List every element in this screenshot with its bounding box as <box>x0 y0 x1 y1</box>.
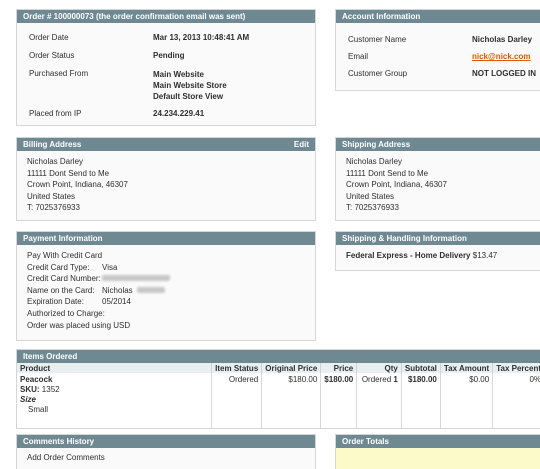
billing-street: 11111 Dont Send to Me <box>27 168 110 178</box>
shipping-method-price: $13.47 <box>472 251 498 260</box>
shipping-phone: T: 7025376933 <box>346 203 399 212</box>
order-totals-title: Order Totals <box>336 435 540 448</box>
authorized-label: Authorized to Charge: <box>27 308 105 318</box>
shipping-address-box: Shipping Address Nicholas Darley 11111 D… <box>335 137 540 221</box>
card-surname-redacted <box>137 286 165 293</box>
comments-history-body: Add Order Comments <box>17 448 315 467</box>
customer-group-label: Customer Group <box>348 69 408 78</box>
col-qty: Qty <box>356 363 402 373</box>
shipping-handling-title: Shipping & Handling Information <box>336 232 540 245</box>
col-tax-percent: Tax Percent <box>492 363 540 373</box>
shipping-method-name: Federal Express - Home Delivery <box>346 251 471 260</box>
card-type-label: Credit Card Type: <box>27 262 90 272</box>
customer-name-value: Nicholas Darley <box>472 35 533 44</box>
billing-city: Crown Point, Indiana, 46307 <box>27 180 128 189</box>
col-subtotal: Subtotal <box>401 363 441 373</box>
currency-note: Order was placed using USD <box>27 320 131 330</box>
account-info-title: Account Information <box>336 10 540 23</box>
email-label: Email <box>348 52 369 61</box>
billing-address-header: Billing Address Edit <box>17 138 315 151</box>
item-tax-percent-cell: 0% <box>492 373 540 428</box>
billing-address-body: Nicholas Darley 11111 Dont Send to Me Cr… <box>17 151 315 219</box>
comments-history-box: Comments History Add Order Comments <box>16 434 316 469</box>
items-ordered-title: Items Ordered <box>17 350 540 363</box>
order-info-box: Order # 100000073 (the order confirmatio… <box>16 9 316 126</box>
card-type-value: Visa <box>102 262 118 272</box>
billing-phone: T: 7025376933 <box>27 203 80 212</box>
col-product: Product <box>17 363 213 373</box>
expiration-row: Expiration Date: 05/2014 <box>27 296 305 308</box>
order-date-label: Order Date <box>29 33 69 42</box>
shipping-country: United States <box>346 191 395 201</box>
item-price-cell: $180.00 <box>320 373 358 428</box>
shipping-address-body: Nicholas Darley 11111 Dont Send to Me Cr… <box>336 151 540 219</box>
card-number-row: Credit Card Number: <box>27 273 305 285</box>
payment-info-title: Payment Information <box>17 232 315 245</box>
expiration-label: Expiration Date: <box>27 297 84 307</box>
order-info-title: Order # 100000073 (the order confirmatio… <box>17 10 315 23</box>
card-type-row: Credit Card Type: Visa <box>27 262 305 274</box>
card-name-label: Name on the Card: <box>27 285 95 295</box>
item-option-label: Size <box>20 395 37 404</box>
item-subtotal-cell: $180.00 <box>401 373 441 428</box>
shipping-city: Crown Point, Indiana, 46307 <box>346 180 447 189</box>
shipping-handling-body: Federal Express - Home Delivery $13.47 <box>336 245 540 266</box>
shipping-name: Nicholas Darley <box>346 157 403 166</box>
billing-name: Nicholas Darley <box>27 157 84 166</box>
add-order-comments-label: Add Order Comments <box>27 453 105 462</box>
customer-group-value: NOT LOGGED IN <box>472 69 536 78</box>
billing-edit-link[interactable]: Edit <box>293 140 309 149</box>
billing-address-title: Billing Address <box>23 140 82 149</box>
col-item-status: Item Status <box>211 363 263 373</box>
placed-ip-value: 24.234.229.41 <box>153 109 205 118</box>
card-number-label: Credit Card Number: <box>27 274 101 284</box>
item-option-value: Small <box>28 405 49 414</box>
email-link[interactable]: nick@nick.com <box>472 52 531 61</box>
shipping-handling-box: Shipping & Handling Information Federal … <box>335 231 540 271</box>
order-status-label: Order Status <box>29 51 75 60</box>
col-price: Price <box>320 363 358 373</box>
col-tax-amount: Tax Amount <box>440 363 494 373</box>
shipping-address-title: Shipping Address <box>336 138 540 151</box>
order-date-value: Mar 13, 2013 10:48:41 AM <box>153 33 250 42</box>
placed-ip-label: Placed from IP <box>29 109 82 118</box>
purchased-from-label: Purchased From <box>29 69 89 78</box>
item-original-price-cell: $180.00 <box>261 373 322 428</box>
expiration-value: 05/2014 <box>102 297 131 307</box>
payment-info-body: Pay With Credit Card Credit Card Type: V… <box>17 245 315 336</box>
items-table-header: Product Item Status Original Price Price… <box>17 363 540 373</box>
card-name-value: Nicholas <box>102 285 133 295</box>
card-name-row: Name on the Card: Nicholas <box>27 285 305 297</box>
col-original-price: Original Price <box>261 363 322 373</box>
order-status-value: Pending <box>153 51 185 60</box>
item-tax-amount-cell: $0.00 <box>440 373 494 428</box>
payment-info-box: Payment Information Pay With Credit Card… <box>16 231 316 341</box>
customer-name-label: Customer Name <box>348 35 407 44</box>
payment-method: Pay With Credit Card <box>27 251 103 260</box>
authorized-row: Authorized to Charge: <box>27 308 305 320</box>
items-ordered-box: Items Ordered Product Item Status Origin… <box>16 349 540 429</box>
order-totals-box: Order Totals <box>335 434 540 469</box>
purchased-from-value: Main Website Main Website Store Default … <box>153 70 227 101</box>
items-table: Product Item Status Original Price Price… <box>17 363 540 428</box>
item-sku: SKU: 1352 <box>20 385 60 394</box>
item-product-cell: Peacock SKU: 1352 Size Small <box>17 373 213 428</box>
shipping-street: 11111 Dont Send to Me <box>346 168 429 178</box>
billing-country: United States <box>27 191 76 201</box>
card-number-redacted <box>102 275 170 282</box>
billing-address-box: Billing Address Edit Nicholas Darley 111… <box>16 137 316 221</box>
table-row: Peacock SKU: 1352 Size Small Ordered $18… <box>17 373 540 428</box>
comments-history-title: Comments History <box>17 435 315 448</box>
item-product-name: Peacock <box>20 375 53 384</box>
account-info-box: Account Information Customer Name Nichol… <box>335 9 540 91</box>
item-status-cell: Ordered <box>211 373 263 428</box>
item-qty-cell: Ordered 1 <box>356 373 402 428</box>
